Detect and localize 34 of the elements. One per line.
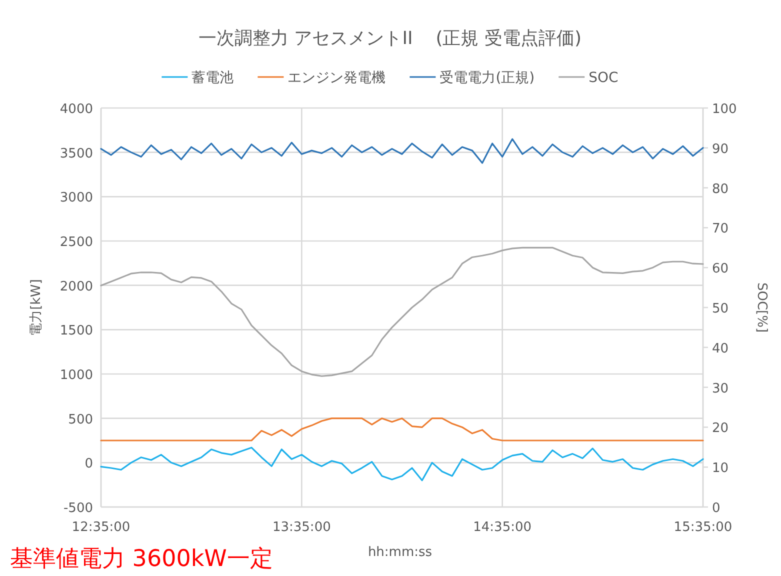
- y2-tick-label: 10: [712, 461, 729, 476]
- x-tick-label: 13:35:00: [272, 520, 331, 535]
- y2-tick-label: 80: [712, 182, 729, 197]
- y-tick-label: 500: [68, 412, 93, 428]
- x-axis-title: hh:mm:ss: [368, 545, 432, 560]
- legend-label: SOC: [588, 70, 619, 86]
- y2-tick-label: 0: [712, 501, 720, 516]
- y2-tick-label: 90: [712, 142, 729, 157]
- legend-label: エンジン発電機: [288, 70, 386, 86]
- y2-tick-label: 20: [712, 421, 729, 436]
- x-tick-label: 12:35:00: [72, 520, 130, 535]
- legend-label: 受電電力(正規): [440, 70, 535, 86]
- y2-tick-label: 60: [712, 262, 729, 277]
- y2-tick-label: 40: [712, 341, 729, 356]
- y-axis-title: 電力[kW]: [29, 279, 44, 336]
- x-tick-label: 15:35:00: [674, 520, 732, 535]
- y-tick-label: 0: [84, 456, 93, 472]
- y2-axis-title: SOC[%]: [754, 282, 769, 333]
- y-tick-label: 3500: [60, 146, 93, 162]
- y-tick-label: 2000: [60, 279, 93, 294]
- legend-label: 蓄電池: [192, 70, 234, 86]
- text: 基準値電力 3600kW一定: [10, 546, 273, 572]
- y-tick-label: 4000: [60, 102, 93, 117]
- y2-tick-label: 30: [712, 381, 729, 396]
- y-tick-label: 3000: [60, 190, 93, 206]
- x-tick-label: 14:35:00: [473, 520, 532, 535]
- y2-tick-label: 70: [712, 222, 729, 237]
- y2-tick-label: 50: [712, 302, 729, 316]
- y-tick-label: 2500: [60, 235, 93, 250]
- chart-title: 一次調整力 アセスメントII (正規 受電点評価): [198, 28, 582, 49]
- y2-tick-label: 100: [712, 102, 737, 117]
- y-tick-label: 1000: [60, 368, 93, 383]
- y-tick-label: -500: [63, 501, 93, 516]
- y-tick-label: 1500: [60, 324, 93, 339]
